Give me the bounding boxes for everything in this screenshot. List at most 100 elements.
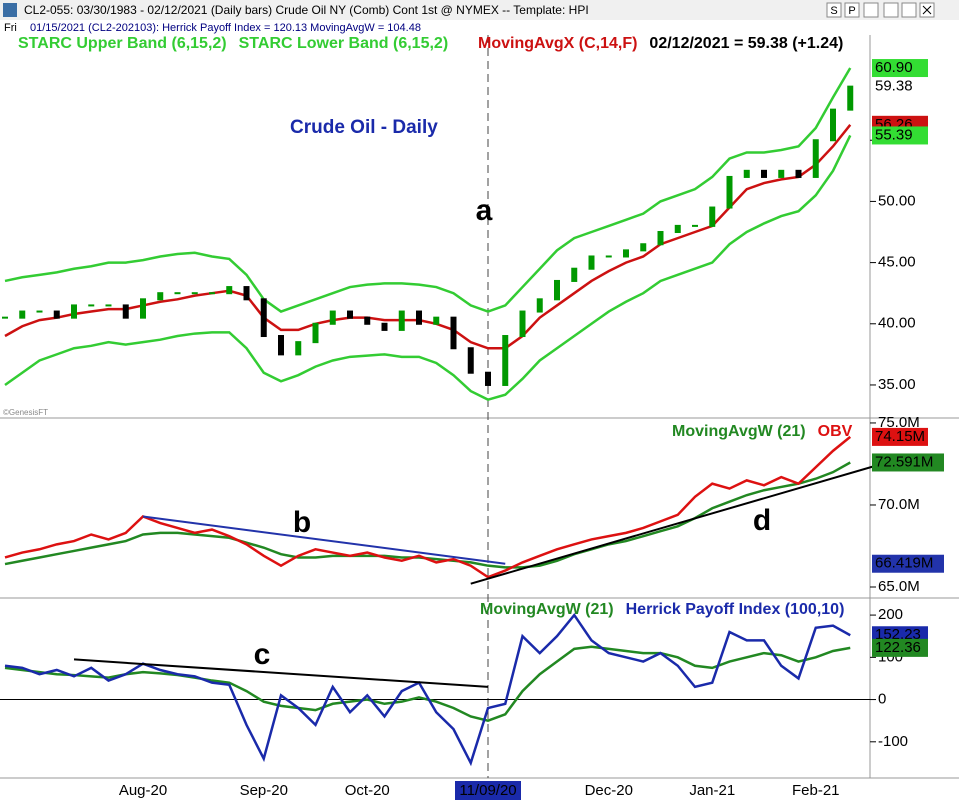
candle bbox=[571, 267, 578, 282]
candle bbox=[209, 292, 215, 295]
y-tick-label: -100 bbox=[878, 733, 908, 750]
x-tick-label: 11/09/20 bbox=[459, 782, 516, 799]
y-tick-label: 70.0M bbox=[878, 496, 920, 513]
info-text: 01/15/2021 (CL2-202103): Herrick Payoff … bbox=[30, 22, 421, 34]
legend-entry: 02/12/2021 = 59.38 (+1.24) bbox=[649, 35, 843, 52]
legend-entry: MovingAvgW (21) bbox=[672, 423, 806, 440]
value-marker-label: 59.38 bbox=[875, 78, 913, 95]
candle bbox=[226, 286, 233, 295]
candle bbox=[743, 169, 750, 178]
candle bbox=[433, 316, 440, 325]
legend-entry: MovingAvgX (C,14,F) bbox=[478, 35, 637, 52]
candle bbox=[329, 310, 336, 325]
candle bbox=[450, 316, 457, 350]
candle bbox=[71, 304, 77, 319]
candle bbox=[416, 310, 422, 325]
y-tick-label: 0 bbox=[878, 691, 886, 708]
series-line bbox=[4, 134, 852, 401]
candle bbox=[347, 310, 353, 319]
close-icon bbox=[922, 5, 932, 15]
value-marker bbox=[872, 453, 944, 472]
candle bbox=[88, 304, 95, 307]
value-marker-label: 74.15M bbox=[875, 428, 925, 445]
annotation: c bbox=[254, 638, 271, 671]
value-marker-label: 66.419M bbox=[875, 555, 933, 572]
category-highlight bbox=[455, 781, 521, 800]
candle bbox=[485, 371, 491, 386]
candle bbox=[467, 347, 474, 374]
candle bbox=[502, 335, 509, 386]
legend-entry: MovingAvgW (21) bbox=[480, 601, 614, 618]
x-tick-label: Dec-20 bbox=[585, 782, 633, 799]
candle bbox=[536, 298, 543, 313]
candle bbox=[398, 310, 405, 331]
value-marker-label: 122.36 bbox=[875, 639, 921, 656]
candle bbox=[312, 322, 319, 344]
y-tick-label: 200 bbox=[878, 606, 903, 623]
x-tick-label: Feb-21 bbox=[792, 782, 840, 799]
minimize-button[interactable] bbox=[883, 2, 899, 18]
x-tick-label: Oct-20 bbox=[345, 782, 390, 799]
value-marker-label: 60.90 bbox=[875, 59, 913, 76]
candle bbox=[726, 175, 733, 209]
candle bbox=[657, 231, 664, 246]
candle bbox=[36, 310, 43, 313]
candle bbox=[157, 292, 164, 301]
candle bbox=[554, 279, 560, 301]
button-label: S bbox=[830, 5, 837, 17]
candle bbox=[174, 292, 181, 295]
candle bbox=[260, 298, 267, 338]
candle bbox=[709, 206, 716, 227]
legend-entry: STARC Upper Band (6,15,2) bbox=[18, 35, 227, 52]
x-tick-label: Aug-20 bbox=[119, 782, 167, 799]
y-tick-label: 65.0M bbox=[878, 578, 920, 595]
app-icon bbox=[3, 3, 17, 17]
candle bbox=[640, 243, 647, 252]
annotation: a bbox=[476, 194, 493, 227]
candle bbox=[847, 85, 854, 111]
trendline bbox=[73, 658, 489, 688]
title-bar bbox=[0, 0, 959, 20]
candle bbox=[623, 249, 629, 258]
value-marker bbox=[872, 126, 928, 145]
candle bbox=[692, 224, 698, 227]
candle bbox=[105, 304, 112, 307]
value-marker bbox=[872, 77, 928, 96]
candle bbox=[19, 310, 26, 319]
y-tick-label: 35.00 bbox=[878, 376, 916, 393]
candle bbox=[519, 310, 526, 338]
candle bbox=[191, 292, 198, 295]
candle bbox=[674, 224, 681, 234]
candle bbox=[588, 255, 595, 270]
candle bbox=[381, 322, 388, 331]
legend-entry: OBV bbox=[818, 423, 853, 440]
x-tick-label: Jan-21 bbox=[689, 782, 735, 799]
button[interactable] bbox=[844, 2, 860, 18]
button[interactable] bbox=[826, 2, 842, 18]
annotation: b bbox=[293, 506, 311, 539]
candle bbox=[830, 108, 836, 142]
candle bbox=[295, 341, 302, 356]
candle bbox=[605, 255, 612, 258]
value-marker-label: 72.591M bbox=[875, 453, 933, 470]
button[interactable] bbox=[863, 2, 879, 18]
candle bbox=[812, 139, 819, 178]
button-label: P bbox=[848, 5, 855, 17]
trendline bbox=[470, 464, 877, 585]
maximize-button[interactable] bbox=[901, 2, 917, 18]
candle bbox=[140, 298, 146, 319]
series-line bbox=[4, 67, 852, 313]
candle bbox=[278, 335, 284, 356]
value-marker bbox=[872, 638, 928, 657]
window-title: CL2-055: 03/30/1983 - 02/12/2021 (Daily … bbox=[24, 3, 589, 17]
candle bbox=[2, 316, 8, 319]
value-marker-label: 55.39 bbox=[875, 126, 913, 143]
info-day: Fri bbox=[4, 22, 17, 34]
window-buttons: S P bbox=[826, 2, 935, 18]
x-tick-label: Sep-20 bbox=[240, 782, 288, 799]
candle bbox=[778, 169, 785, 178]
chart-title: Crude Oil - Daily bbox=[290, 117, 438, 138]
legend-entry: STARC Lower Band (6,15,2) bbox=[239, 35, 449, 52]
